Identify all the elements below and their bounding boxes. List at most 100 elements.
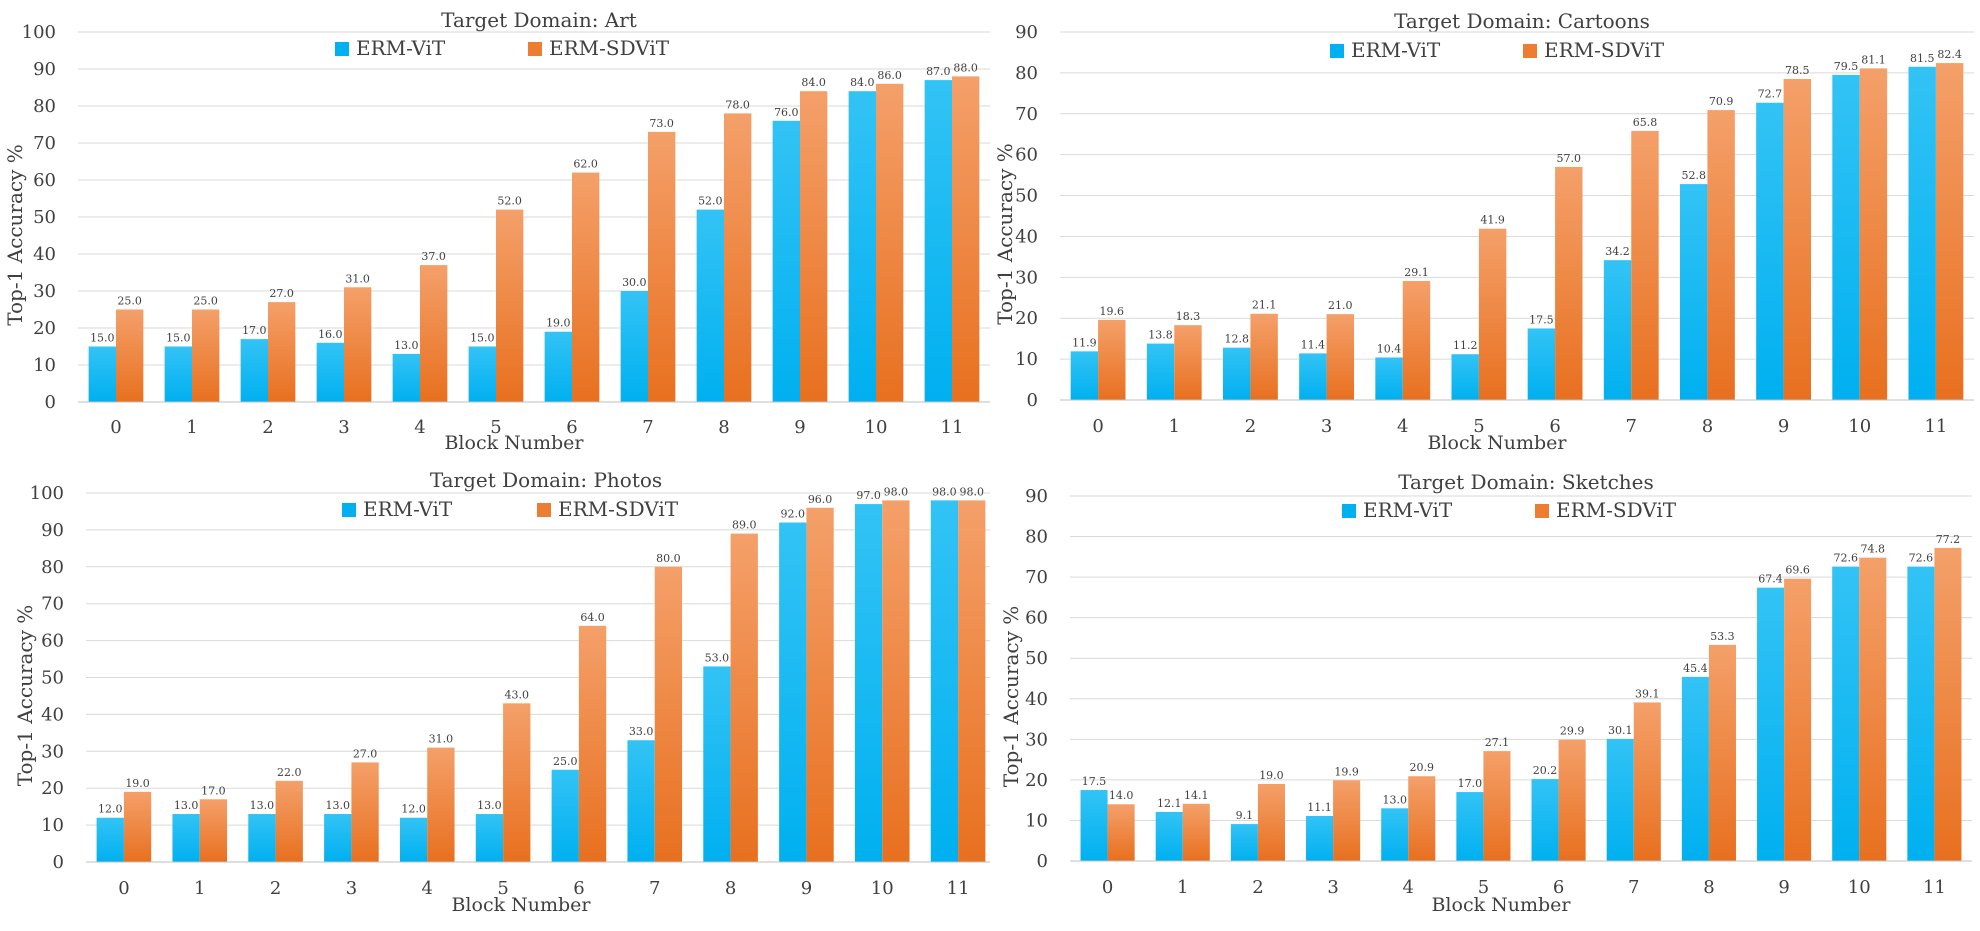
data-label: 78.5	[1785, 64, 1810, 77]
bar-erm-sdvit	[420, 265, 448, 402]
bar-erm-sdvit	[1708, 644, 1736, 861]
y-tick-label: 80	[33, 96, 56, 117]
x-tick-label: 3	[338, 417, 349, 438]
bar-erm-vit	[240, 339, 268, 402]
bar-erm-vit	[1080, 790, 1108, 861]
data-label: 67.4	[1758, 573, 1783, 586]
chart-art: Target Domain: Art 0 10 20 30 40 50 60 70 80 90 100…	[0, 0, 990, 460]
bar-erm-vit	[703, 666, 731, 862]
y-tick-label: 20	[33, 318, 56, 339]
x-tick-label: 11	[941, 417, 964, 438]
x-tick-label: 9	[801, 878, 812, 899]
y-tick-label: 60	[41, 631, 64, 652]
bar-erm-sdvit	[882, 500, 910, 862]
y-tick-label: 90	[1025, 486, 1048, 507]
data-label: 70.9	[1709, 95, 1734, 108]
data-label: 15.0	[470, 332, 495, 345]
bar-erm-sdvit	[351, 762, 379, 862]
data-label: 72.6	[1833, 552, 1858, 565]
y-tick-label: 90	[41, 520, 64, 541]
y-tick-label: 0	[1027, 390, 1038, 411]
data-label: 76.0	[774, 106, 799, 119]
data-label: 21.1	[1252, 299, 1277, 312]
data-label: 74.8	[1861, 543, 1886, 556]
x-tick-label: 9	[1778, 416, 1789, 437]
x-tick-label: 1	[1169, 416, 1180, 437]
bar-erm-vit	[1757, 587, 1785, 861]
x-tick-label: 4	[422, 878, 433, 899]
bar-erm-vit	[1832, 566, 1860, 861]
bar-erm-vit	[696, 209, 724, 402]
chart-title: Target Domain: Sketches	[1398, 470, 1654, 494]
data-label: 17.0	[242, 324, 267, 337]
data-label: 79.5	[1834, 60, 1859, 73]
bar-erm-vit	[1299, 353, 1327, 400]
bar-erm-vit	[1681, 676, 1709, 861]
bar-erm-vit	[854, 504, 883, 862]
bar-erm-sdvit	[116, 309, 144, 402]
bar-erm-sdvit	[275, 780, 303, 862]
data-label: 14.1	[1184, 789, 1209, 802]
bar-erm-sdvit	[123, 791, 152, 862]
data-label: 86.0	[877, 69, 902, 82]
data-label: 19.0	[1259, 769, 1284, 782]
x-tick-label: 4	[1403, 877, 1414, 898]
y-tick-label: 70	[1025, 567, 1048, 588]
y-tick-label: 10	[1025, 810, 1048, 831]
data-label: 10.4	[1377, 342, 1402, 355]
x-tick-label: 10	[1848, 877, 1871, 898]
bar-erm-vit	[544, 331, 572, 402]
data-label: 13.0	[174, 799, 199, 812]
x-tick-label: 6	[573, 878, 584, 899]
data-label: 98.0	[932, 485, 957, 498]
data-label: 80.0	[656, 552, 681, 565]
x-tick-label: 0	[1102, 877, 1113, 898]
x-tick-label: 2	[262, 417, 273, 438]
data-label: 14.0	[1109, 789, 1134, 802]
data-label: 13.0	[477, 799, 502, 812]
bar-erm-vit	[1381, 808, 1409, 861]
bar-erm-sdvit	[1107, 804, 1135, 861]
y-tick-label: 30	[1025, 729, 1048, 750]
data-label: 11.2	[1453, 339, 1478, 352]
legend-label: ERM-SDViT	[1544, 38, 1665, 62]
bar-erm-vit	[1070, 351, 1099, 400]
data-label: 11.1	[1307, 801, 1332, 814]
bar-erm-sdvit	[1934, 547, 1962, 861]
legend-swatch-erm-sdvit	[537, 503, 551, 517]
bar-erm-vit	[1306, 815, 1334, 861]
y-tick-label: 0	[53, 852, 64, 873]
data-label: 65.8	[1633, 116, 1658, 129]
legend-label: ERM-ViT	[1351, 38, 1441, 62]
bar-erm-vit	[1832, 74, 1860, 400]
data-label: 96.0	[808, 493, 833, 506]
data-label: 12.8	[1224, 333, 1249, 346]
data-label: 27.0	[269, 287, 294, 300]
bar-erm-vit	[1531, 779, 1559, 861]
data-label: 69.6	[1785, 564, 1810, 577]
bar-erm-vit	[848, 91, 876, 402]
y-tick-label: 100	[30, 483, 64, 504]
legend-label: ERM-ViT	[356, 36, 446, 60]
bar-erm-vit	[1155, 811, 1183, 861]
x-tick-label: 6	[1549, 416, 1560, 437]
x-tick-label: 3	[346, 878, 357, 899]
data-label: 97.0	[856, 489, 881, 502]
data-label: 25.0	[117, 295, 142, 308]
bar-erm-sdvit	[876, 83, 904, 403]
x-tick-label: 10	[865, 417, 888, 438]
bar-erm-sdvit	[1478, 228, 1507, 400]
y-tick-label: 50	[41, 668, 64, 689]
bar-erm-sdvit	[503, 703, 531, 862]
chart-svg: Target Domain: Sketches01020304050607080…	[999, 470, 1972, 916]
y-tick-label: 40	[1015, 226, 1038, 247]
data-label: 33.0	[629, 725, 654, 738]
data-label: 27.1	[1485, 736, 1510, 749]
x-tick-label: 2	[1245, 416, 1256, 437]
x-tick-label: 8	[718, 417, 729, 438]
data-label: 11.9	[1072, 336, 1097, 349]
y-tick-label: 10	[1015, 349, 1038, 370]
legend-swatch-erm-sdvit	[1523, 44, 1537, 58]
bar-erm-vit	[1456, 792, 1484, 861]
legend-swatch-erm-vit	[1342, 504, 1356, 518]
